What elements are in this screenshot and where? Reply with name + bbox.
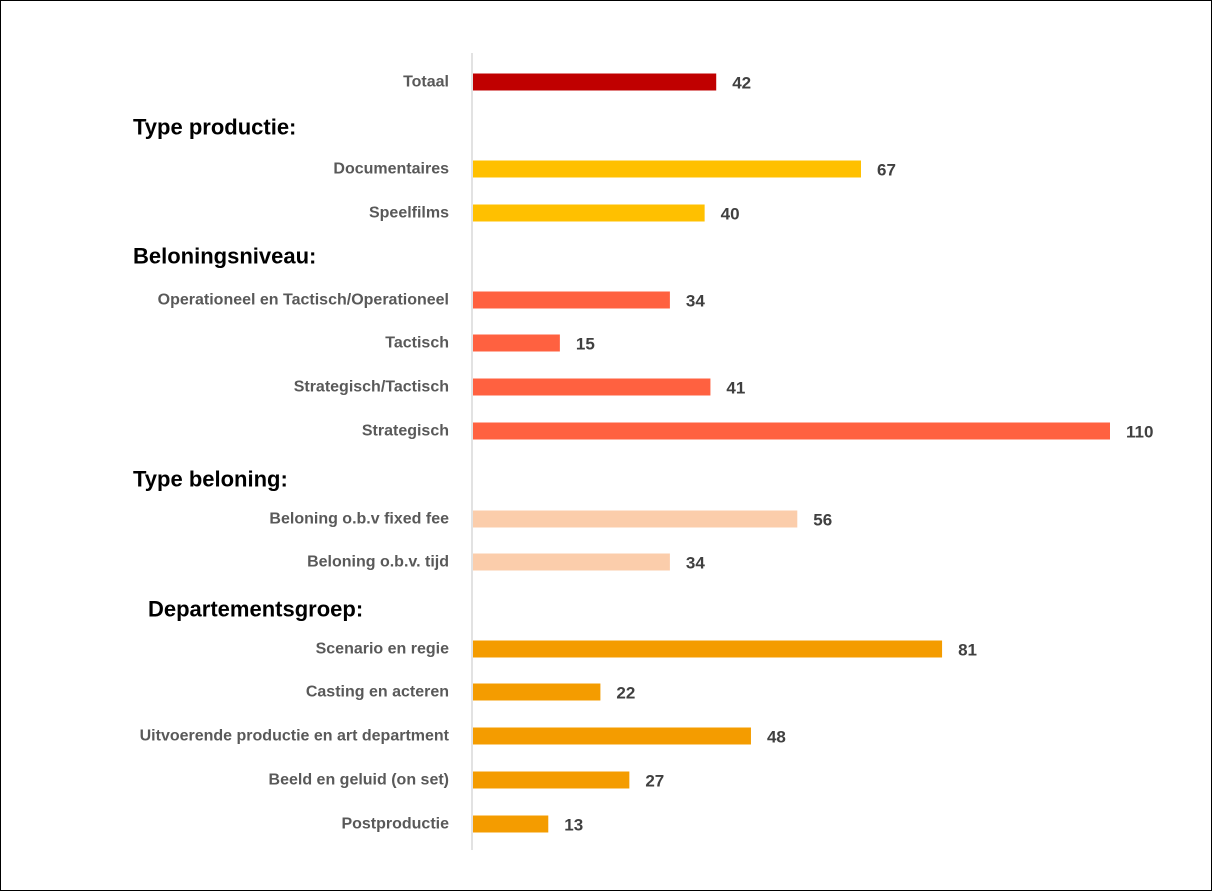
bar	[473, 204, 705, 222]
bar	[473, 640, 943, 658]
bar	[473, 422, 1110, 440]
category-label: Strategisch	[362, 423, 449, 440]
group-header-label: Beloningsniveau:	[133, 244, 316, 269]
data-label: 81	[958, 641, 977, 660]
bar	[473, 727, 751, 745]
group-header-label: Type productie:	[133, 115, 296, 140]
category-label: Tactisch	[385, 335, 449, 352]
data-label: 110	[1126, 423, 1153, 442]
bar	[473, 160, 861, 178]
data-label: 27	[645, 772, 664, 791]
category-label: Postproductie	[341, 816, 449, 833]
category-label: Beloning o.b.v fixed fee	[269, 511, 449, 528]
chart-rows: Totaal 42 Type productie: Documentaires 67 Sp…	[133, 73, 1153, 835]
data-label: 34	[686, 292, 705, 311]
bar	[473, 815, 549, 833]
category-label: Strategisch/Tactisch	[294, 379, 449, 396]
data-label: 56	[813, 511, 832, 530]
data-label: 48	[767, 728, 786, 747]
data-label: 41	[726, 379, 745, 398]
bar	[473, 378, 711, 396]
category-label: Speelfilms	[369, 205, 449, 222]
group-header-label: Type beloning:	[133, 467, 288, 492]
data-label: 42	[732, 74, 751, 93]
group-header-label: Departementsgroep:	[148, 597, 363, 622]
bar	[473, 683, 601, 701]
data-label: 34	[686, 554, 705, 573]
bar	[473, 73, 717, 91]
data-label: 22	[616, 684, 635, 703]
category-label: Totaal	[403, 74, 449, 91]
category-label: Uitvoerende productie en art department	[140, 728, 450, 745]
category-label: Beeld en geluid (on set)	[269, 772, 449, 789]
category-label: Scenario en regie	[316, 641, 449, 658]
data-label: 15	[576, 335, 595, 354]
bar	[473, 291, 670, 309]
data-label: 40	[721, 205, 740, 224]
data-label: 13	[564, 816, 583, 835]
bar	[473, 334, 560, 352]
data-label: 67	[877, 161, 896, 180]
category-label: Casting en acteren	[306, 684, 449, 701]
category-label: Documentaires	[333, 161, 449, 178]
bar	[473, 553, 670, 571]
category-label: Beloning o.b.v. tijd	[307, 554, 449, 571]
bar	[473, 510, 798, 528]
bar	[473, 771, 630, 789]
category-label: Operationeel en Tactisch/Operationeel	[158, 292, 449, 309]
